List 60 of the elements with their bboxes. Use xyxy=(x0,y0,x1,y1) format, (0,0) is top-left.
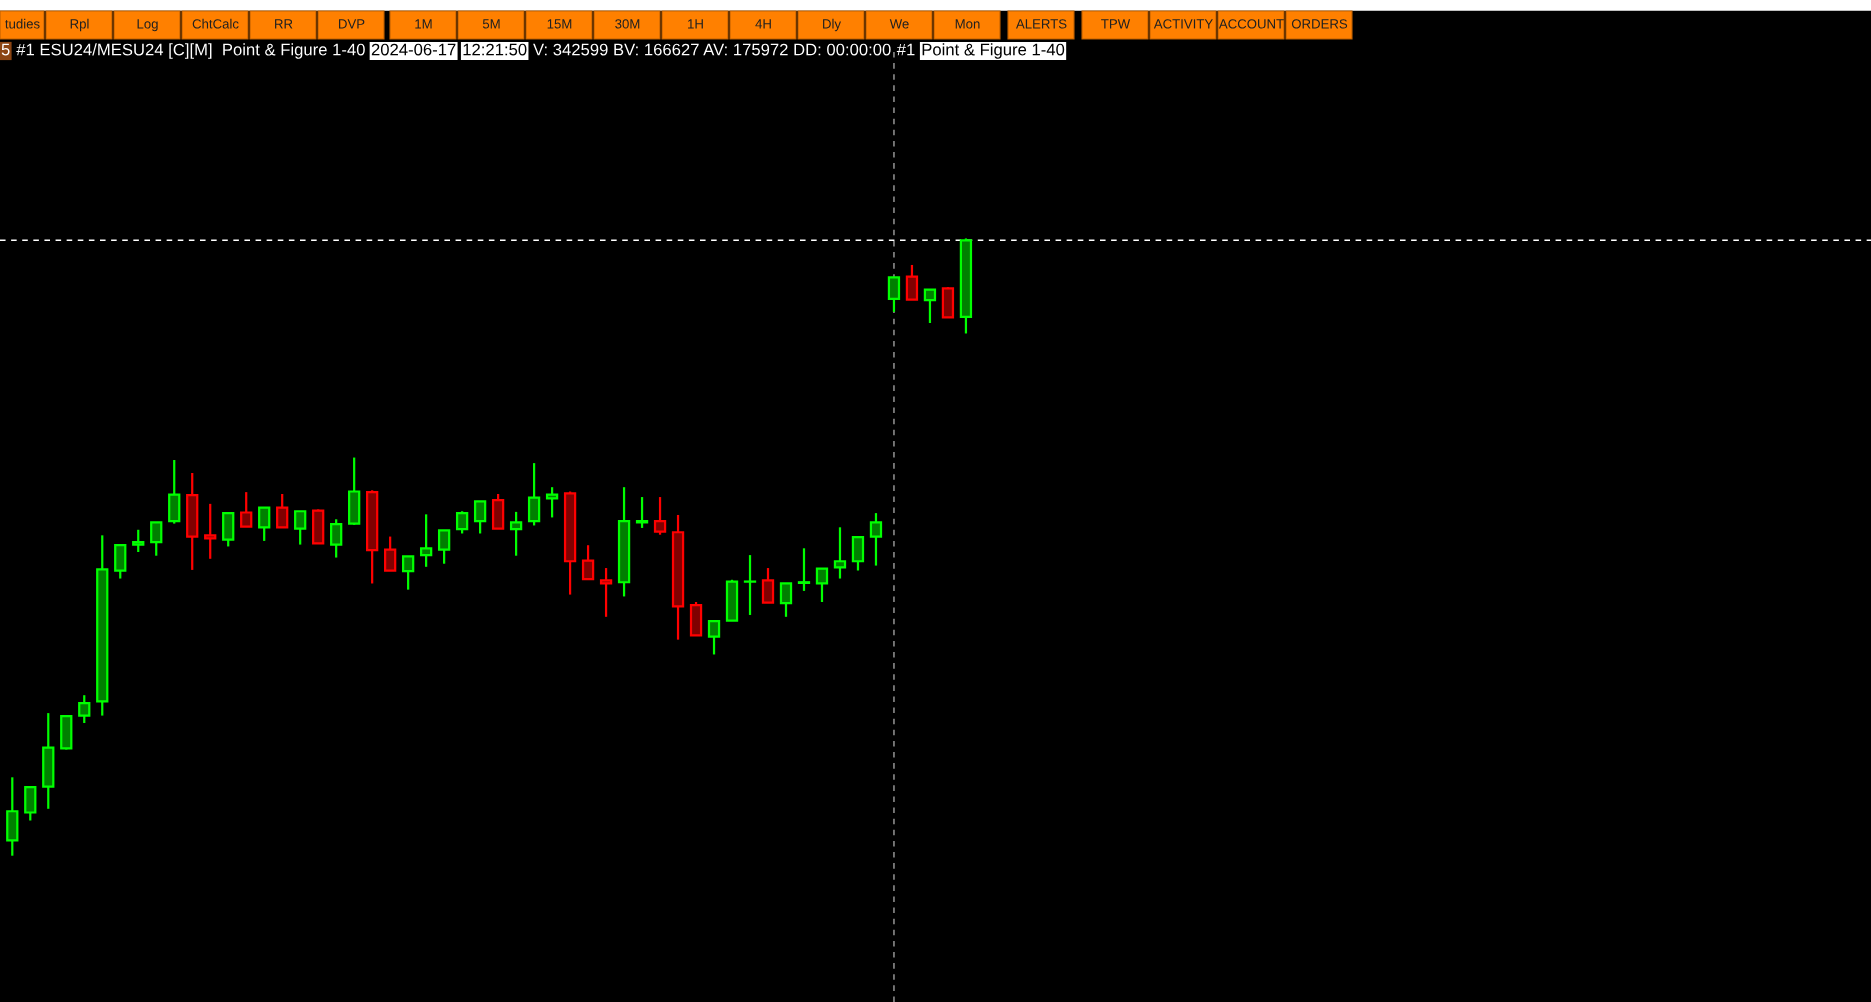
candlestick xyxy=(581,544,595,581)
candlestick xyxy=(204,502,217,560)
text: tudies xyxy=(5,18,40,29)
text: RR xyxy=(275,19,293,29)
text: ALERTS xyxy=(1015,19,1067,29)
candlestick xyxy=(905,263,919,301)
text: 2024-06-17 xyxy=(371,43,456,56)
candlestick xyxy=(509,510,523,557)
candlestick xyxy=(815,567,829,604)
candlestick xyxy=(419,513,433,568)
candlestick xyxy=(276,492,289,530)
text: 4H xyxy=(755,19,771,29)
candlestick xyxy=(779,582,793,618)
text: We xyxy=(889,19,909,29)
candlestick xyxy=(294,510,307,546)
candlestick xyxy=(743,553,757,617)
text: DVP xyxy=(339,19,365,29)
text: TPW xyxy=(1101,19,1131,29)
candlestick xyxy=(150,521,163,557)
text: 5M xyxy=(482,19,500,29)
text: ORDERS xyxy=(1291,19,1348,29)
candlestick xyxy=(707,620,721,656)
text: 30M xyxy=(615,19,640,29)
text: V: 342599 BV: 166627 AV: 175972 DD: 00:00:00 xyxy=(533,43,891,56)
candlestick xyxy=(132,528,145,554)
text: 15M xyxy=(547,19,572,29)
candlestick xyxy=(78,694,91,725)
candlestick xyxy=(473,500,487,535)
candlestick xyxy=(384,535,397,572)
text: 1M xyxy=(415,19,432,29)
candlestick xyxy=(545,486,559,519)
text: #1 xyxy=(896,43,915,56)
candlestick xyxy=(599,566,613,618)
text: Mon xyxy=(955,19,980,29)
text: ChtCalc xyxy=(192,18,239,29)
candlestick xyxy=(455,510,469,535)
candlestick xyxy=(761,566,775,604)
text: ACTIVITY xyxy=(1153,19,1213,29)
text: Dly xyxy=(823,18,841,32)
candlestick xyxy=(869,512,883,567)
candlestick xyxy=(923,288,937,325)
candlestick xyxy=(527,462,541,527)
text: Rpl xyxy=(70,18,89,32)
text: Point & Figure 1-40 xyxy=(922,43,1065,59)
candlestick xyxy=(401,555,415,591)
candlestick xyxy=(797,547,811,592)
text: 5 xyxy=(1,43,10,56)
text: 12:21:50 xyxy=(463,43,527,56)
candlestick xyxy=(437,529,451,565)
text: 1H xyxy=(688,19,703,29)
text: Log xyxy=(137,19,158,32)
candlestick xyxy=(833,526,847,580)
candlestick xyxy=(887,276,901,313)
candlestick xyxy=(258,506,271,542)
candlestick xyxy=(635,495,649,530)
candlestick xyxy=(330,518,343,559)
candlestick xyxy=(653,495,667,536)
text: ACCOUNT xyxy=(1218,19,1284,29)
candlestick xyxy=(240,491,253,528)
text: #1 ESU24/MESU24 [C][M] Point & Figure 1-40 xyxy=(16,43,365,59)
